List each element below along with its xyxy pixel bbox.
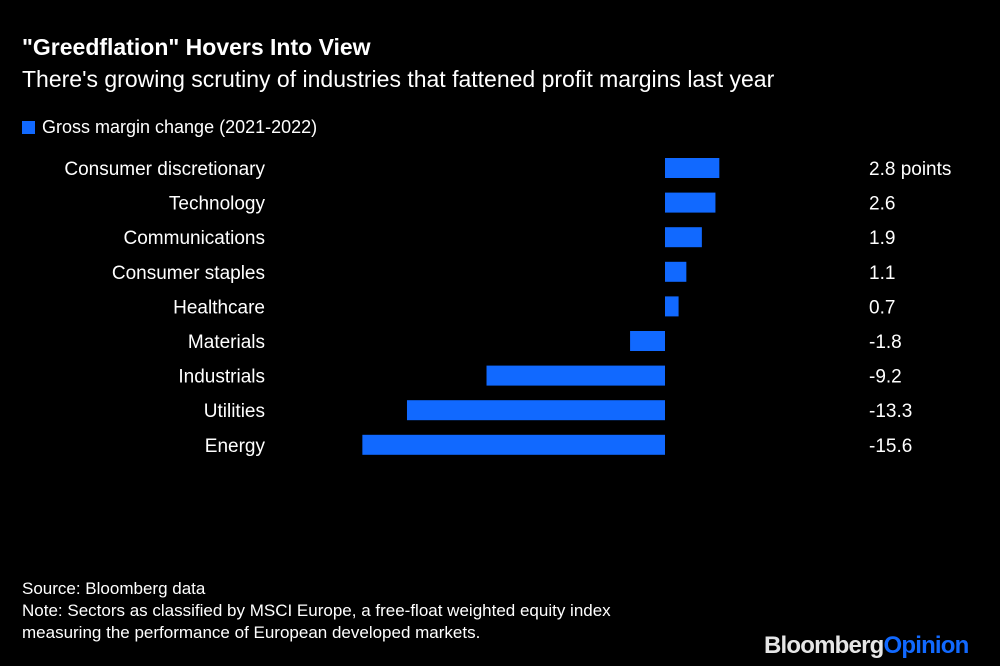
category-label: Materials: [188, 332, 265, 353]
category-label: Energy: [205, 436, 266, 457]
legend-swatch: [22, 121, 35, 134]
bar: [486, 365, 665, 386]
bar: [665, 192, 716, 213]
value-label: -9.2: [869, 367, 902, 388]
bar: [665, 227, 702, 248]
value-label: 2.6: [869, 194, 895, 215]
category-label: Industrials: [178, 367, 265, 388]
value-label: -1.8: [869, 332, 902, 353]
chart-subtitle: There's growing scrutiny of industries t…: [22, 66, 775, 92]
category-label: Consumer staples: [112, 263, 265, 284]
value-label: 0.7: [869, 297, 895, 318]
bar: [665, 158, 720, 178]
value-label: -15.6: [869, 436, 912, 457]
bar: [362, 434, 665, 455]
bar: [665, 296, 679, 317]
value-label: 2.8 points: [869, 159, 951, 180]
chart-title: "Greedflation" Hovers Into View: [22, 34, 371, 60]
bar: [665, 261, 687, 282]
legend-label: Gross margin change (2021-2022): [42, 117, 318, 137]
bar: [630, 331, 665, 351]
category-label: Communications: [124, 228, 266, 249]
value-label: 1.9: [869, 228, 895, 249]
footnote-line-2: measuring the performance of European de…: [22, 623, 481, 642]
category-label: Technology: [169, 194, 266, 215]
value-label: 1.1: [869, 263, 895, 284]
bar: [406, 400, 665, 421]
value-label: -13.3: [869, 401, 912, 422]
category-label: Healthcare: [173, 297, 265, 318]
category-label: Utilities: [204, 401, 265, 422]
source-note: Source: Bloomberg data: [22, 579, 206, 598]
footnote-line-1: Note: Sectors as classified by MSCI Euro…: [22, 601, 611, 620]
bloomberg-opinion-logo: BloombergOpinion: [764, 632, 969, 659]
legend: Gross margin change (2021-2022): [22, 117, 317, 138]
category-label: Consumer discretionary: [64, 159, 265, 180]
